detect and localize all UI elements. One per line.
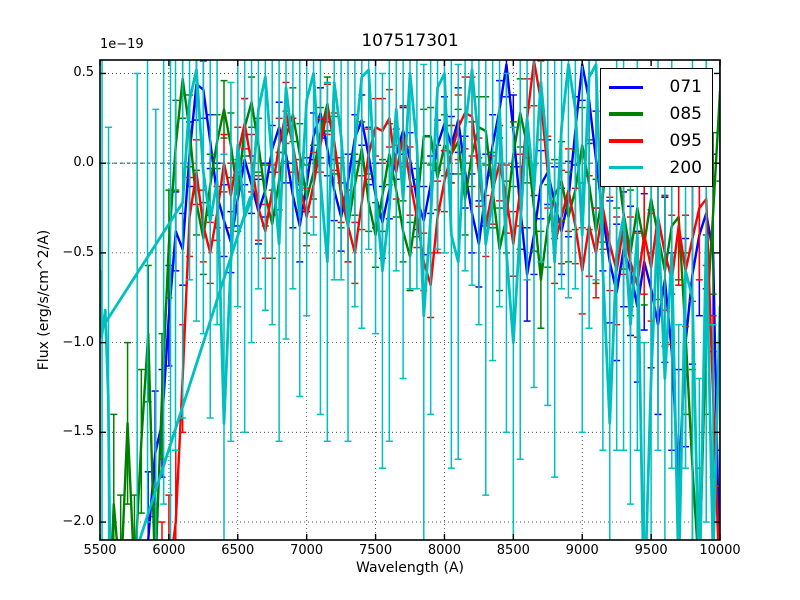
y-tick-label: −0.5 [62,244,94,260]
legend-line-swatch [609,85,643,90]
series-200 [100,60,720,540]
x-tick-label: 5500 [83,543,117,558]
x-tick-label: 6000 [152,543,186,558]
plot-title: 107517301 [361,31,459,51]
x-tick-label: 9500 [634,543,668,558]
legend-line-swatch [609,139,643,143]
legend-label: 071 [669,77,702,98]
legend: 071 085 095 200 [600,68,713,187]
axis-ticks [99,60,721,540]
legend-line-swatch [609,112,643,116]
extra-errorbars [101,60,180,540]
y-tick-label: −1.0 [62,334,94,350]
legend-row: 085 [609,101,704,127]
x-tick-label: 7500 [359,543,393,558]
extra-segment [100,195,252,540]
legend-row: 095 [609,128,704,154]
y-axis-offset-text: 1e−19 [100,37,144,52]
axes-frame [99,59,721,541]
x-tick-label: 6500 [221,543,255,558]
x-tick-label: 8000 [427,543,461,558]
y-tick-label: 0.0 [73,155,94,171]
data-area [100,60,720,540]
x-axis-label: Wavelength (A) [355,560,465,576]
x-tick-label: 9000 [565,543,599,558]
legend-label: 085 [669,104,702,125]
x-tick-label: 10000 [699,543,741,558]
x-tick-label: 7000 [290,543,324,558]
legend-line-swatch [609,165,643,170]
x-tick-label: 8500 [496,543,530,558]
legend-label: 200 [669,157,702,178]
series-line-200 [100,63,720,540]
y-tick-label: −1.5 [62,424,94,440]
legend-row: 071 [609,74,704,100]
y-tick-label: −2.0 [62,514,94,530]
legend-row: 200 [609,155,704,181]
legend-label: 095 [669,130,702,151]
y-tick-label: 0.5 [73,65,94,81]
